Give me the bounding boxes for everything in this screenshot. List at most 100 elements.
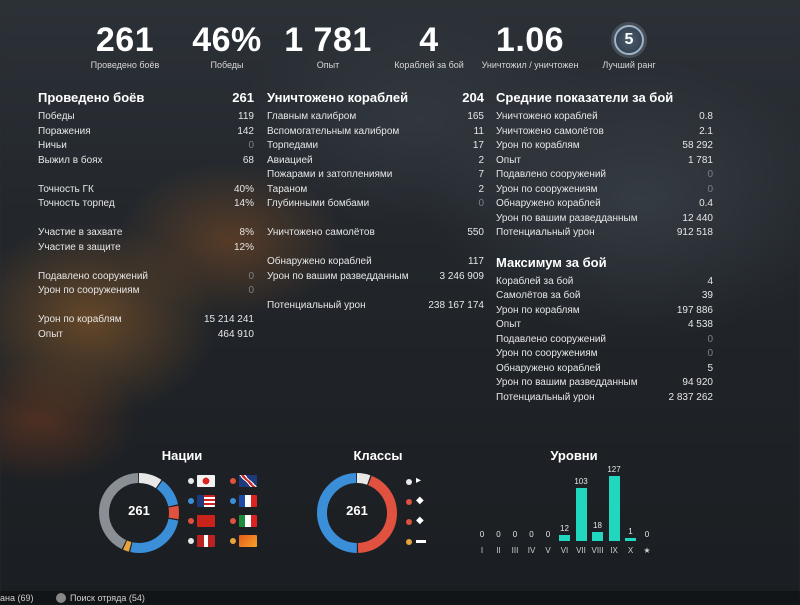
tier-bar-value: 103 xyxy=(574,477,588,487)
stat-row-value: 12 440 xyxy=(682,212,713,224)
stat-row-label: Подавлено сооружений xyxy=(496,333,607,345)
stat-row: Глубинными бомбами 0 xyxy=(267,197,484,212)
row-spacer xyxy=(38,255,254,270)
stat-row: Уничтожено кораблей 0.8 xyxy=(496,110,713,125)
top-stats: 261 Проведено боёв 46% Победы 1 781 Опыт… xyxy=(0,22,800,72)
stat-row: Уничтожено самолётов 2.1 xyxy=(496,125,713,140)
ussr-flag-icon[interactable] xyxy=(197,515,215,527)
stat-row-label: Глубинными бомбами xyxy=(267,198,370,209)
stat-label: Проведено боёв xyxy=(90,60,160,70)
column-rows: Уничтожено кораблей 0.8 Уничтожено самолёт… xyxy=(496,110,713,241)
tier-bar-value: 12 xyxy=(560,523,569,533)
pan-asia-flag-icon[interactable] xyxy=(239,535,257,547)
stat-row-value: 0 xyxy=(248,285,254,296)
stat-row-label: Потенциальный урон xyxy=(496,227,595,238)
tier-label: IX xyxy=(610,546,618,555)
row-spacer xyxy=(38,212,254,227)
stat-row-label: Участие в захвате xyxy=(38,227,123,238)
stat-row-value: 2 837 262 xyxy=(668,391,714,403)
stat-row-label: Ничьи xyxy=(38,140,67,151)
stat-row-value: 4 xyxy=(707,275,713,287)
stat-value: 261 xyxy=(95,21,155,59)
tier-bar xyxy=(625,538,636,541)
column-title: Уничтожено кораблей xyxy=(267,90,409,105)
stat-row-label: Поражения xyxy=(38,125,91,137)
stat-row-label: Урон по вашим разведданным xyxy=(267,270,409,282)
stat-row-label: Опыт xyxy=(496,154,521,166)
donut-segment xyxy=(99,473,179,553)
carrier-icon[interactable]: ▬ xyxy=(416,535,426,546)
stat-row-value: 12% xyxy=(233,241,254,253)
uk-flag-icon[interactable] xyxy=(239,475,257,487)
stat-row-label: Выжил в боях xyxy=(38,154,103,166)
stat-row-value: 238 167 174 xyxy=(428,299,484,311)
stat-row: Выжил в боях 68 xyxy=(38,154,254,169)
tiers-title: Уровни xyxy=(550,448,598,463)
stat-row-value: 0 xyxy=(248,140,254,151)
stat-ships-per-battle: 4 Кораблей за бой xyxy=(374,22,484,70)
battleship-icon[interactable]: ◆ xyxy=(416,515,424,526)
italy-flag-icon[interactable] xyxy=(239,515,257,527)
stat-row-value: 550 xyxy=(467,227,484,238)
stat-row-value: 39 xyxy=(701,290,713,301)
tier-label: ★ xyxy=(643,546,651,555)
stat-row-value: 197 886 xyxy=(676,304,713,316)
max-per-battle-header: Максимум за бой xyxy=(496,255,713,275)
stat-row-value: 142 xyxy=(237,125,254,137)
cruiser-icon[interactable]: ◆ xyxy=(416,495,424,506)
legend-dot xyxy=(188,498,194,504)
stat-row: Уничтожено самолётов 550 xyxy=(267,226,484,241)
nations-donut-chart xyxy=(99,473,179,553)
stat-row-value: 117 xyxy=(468,256,484,267)
row-spacer xyxy=(267,212,484,227)
france-flag-icon[interactable] xyxy=(239,495,257,507)
legend-dot xyxy=(230,498,236,504)
legend-dot xyxy=(188,518,194,524)
row-spacer xyxy=(267,241,484,256)
stat-row-label: Точность торпед xyxy=(38,198,115,209)
tier-bar xyxy=(559,534,570,541)
stat-row-value: 7 xyxy=(478,169,484,180)
footer-bar: ана (69) Поиск отряда (54) xyxy=(0,591,800,605)
stat-row-value: 0 xyxy=(707,169,713,180)
japan-flag-icon[interactable] xyxy=(197,475,215,487)
footer-chat-tab[interactable]: ана (69) xyxy=(0,593,34,603)
stat-row-label: Уничтожено кораблей xyxy=(496,111,598,122)
stat-row: Потенциальный урон 912 518 xyxy=(496,226,713,241)
usa-flag-icon[interactable] xyxy=(197,495,215,507)
stat-row-value: 4 538 xyxy=(687,319,713,330)
stat-row-label: Обнаружено кораблей xyxy=(496,362,601,374)
footer-squad-search[interactable]: Поиск отряда (54) xyxy=(70,593,145,603)
stat-row-label: Подавлено сооружений xyxy=(496,169,607,180)
stat-row-value: 2 xyxy=(478,183,484,195)
tier-label: VII xyxy=(576,546,586,555)
stat-row-value: 2.1 xyxy=(699,125,713,137)
stat-row-label: Уничтожено самолётов xyxy=(267,227,375,238)
stat-row: Кораблей за бой 4 xyxy=(496,275,713,290)
tier-bar-value: 0 xyxy=(512,530,518,539)
legend-dot xyxy=(230,478,236,484)
stat-row: Урон по сооружениям 0 xyxy=(38,284,254,299)
stat-row: Подавлено сооружений 0 xyxy=(38,270,254,285)
column-total: 204 xyxy=(462,90,484,105)
stat-row-label: Урон по вашим разведданным xyxy=(496,212,638,224)
stat-row: Урон по вашим разведданным 12 440 xyxy=(496,212,713,227)
tier-bar-value: 0 xyxy=(529,530,534,539)
tier-bar-value: 0 xyxy=(644,530,650,539)
tier-bar-value: 0 xyxy=(496,530,501,539)
stat-row: Авиацией 2 xyxy=(267,154,484,169)
stat-row-label: Урон по сооружениям xyxy=(496,348,598,359)
stat-row-value: 14% xyxy=(233,198,254,209)
stat-row-value: 17 xyxy=(472,140,484,151)
germany-flag-icon[interactable] xyxy=(197,535,215,547)
stat-row: Тараном 2 xyxy=(267,183,484,198)
stat-row-label: Уничтожено самолётов xyxy=(496,125,604,137)
stat-row-label: Вспомогательным калибром xyxy=(267,125,400,137)
destroyer-icon[interactable]: ▸ xyxy=(416,475,422,486)
stat-row: Потенциальный урон 238 167 174 xyxy=(267,299,484,314)
stat-row-value: 464 910 xyxy=(217,328,254,340)
stat-row: Ничьи 0 xyxy=(38,139,254,154)
stat-row-label: Обнаружено кораблей xyxy=(496,198,601,209)
stat-row: Точность ГК 40% xyxy=(38,183,254,198)
stat-row: Обнаружено кораблей 5 xyxy=(496,362,713,377)
